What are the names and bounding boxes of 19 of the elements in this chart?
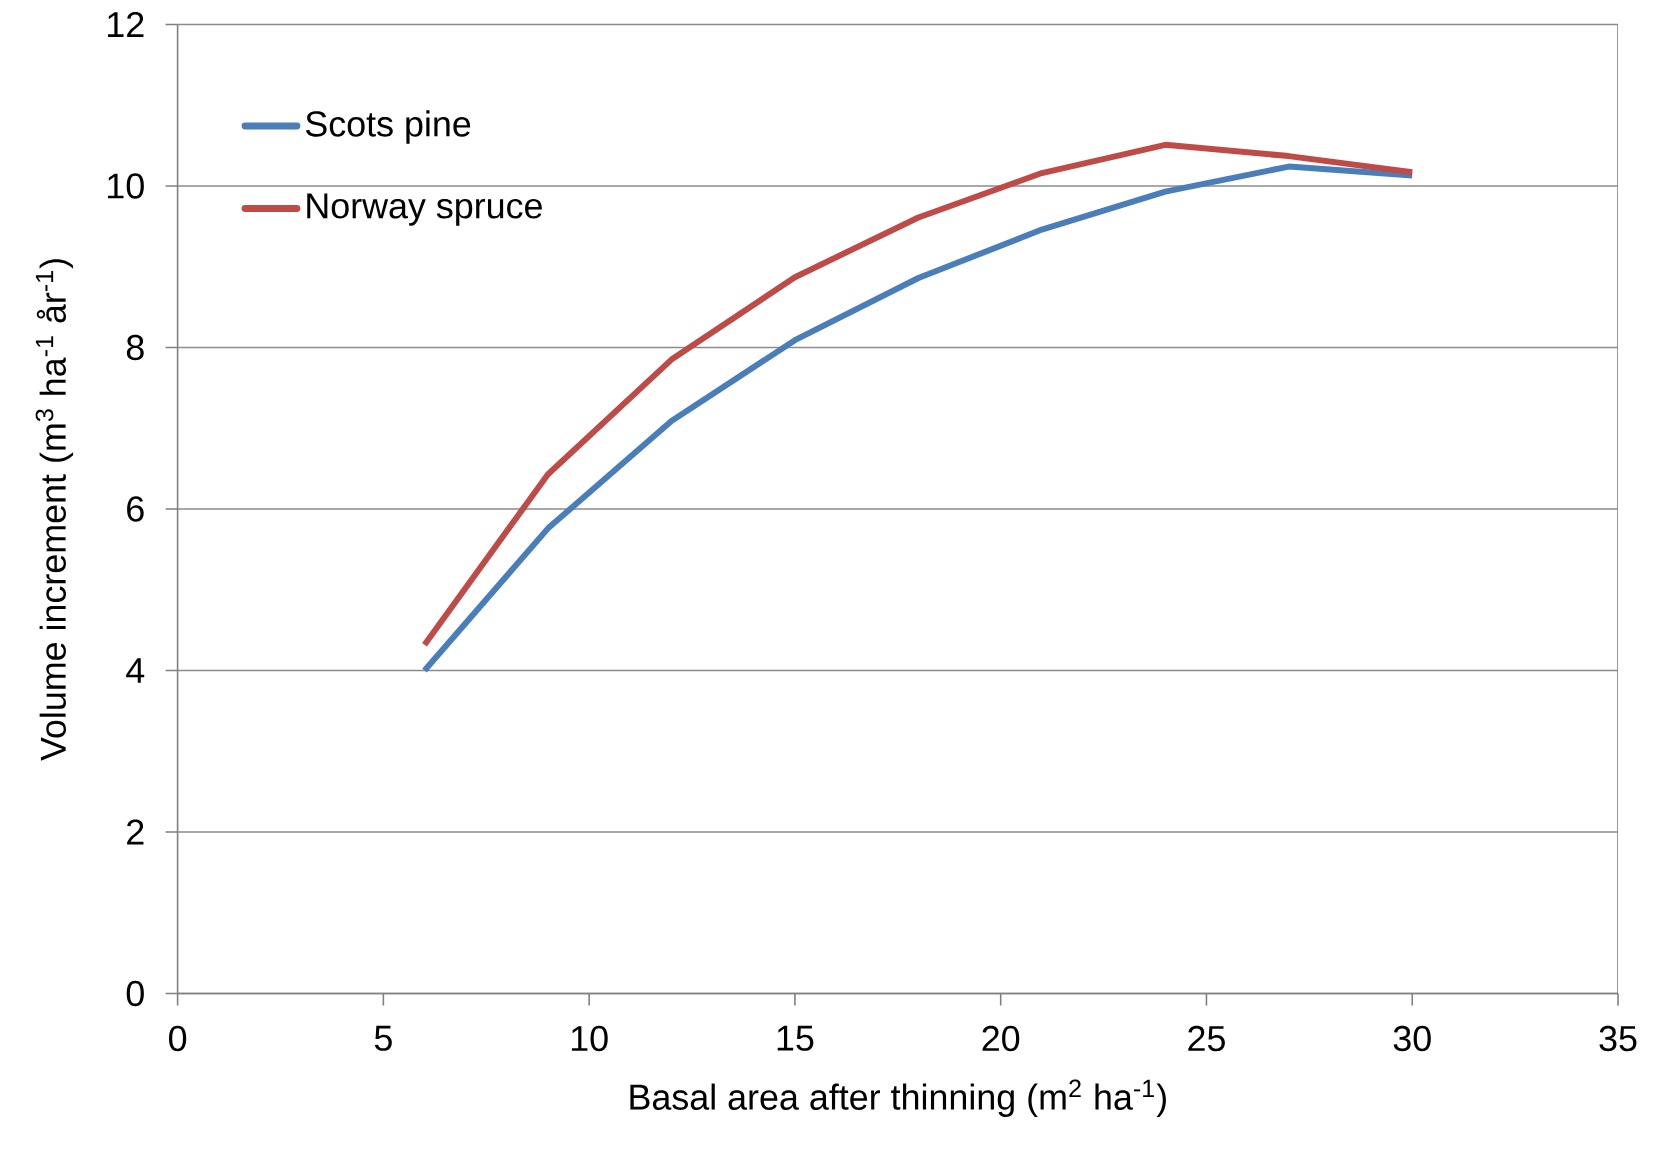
y-tick-label: 4	[126, 658, 145, 683]
y-tick-label: 2	[127, 819, 144, 845]
y-tick-label: 10	[108, 173, 144, 199]
x-tick-label: 15	[777, 1025, 814, 1051]
x-tick-label: 20	[982, 1025, 1020, 1052]
x-tick-label: 35	[1599, 1025, 1637, 1052]
x-tick-label: 0	[169, 1025, 187, 1052]
x-axis-title: Basal area after thinning (m$^{2}$ ha$^{-1}$)	[630, 1079, 1166, 1117]
legend-label: Scots pine	[305, 110, 471, 144]
y-tick-label: 8	[126, 334, 144, 361]
x-tick-label: 10	[571, 1025, 608, 1052]
y-tick-label: 12	[108, 11, 144, 37]
y-axis-title: Volume increment (m$^{3}$ ha$^{-1}$ år$^{-1}$)	[35, 259, 74, 761]
x-tick-label: 25	[1188, 1025, 1225, 1052]
y-tick-label: 0	[126, 980, 144, 1007]
legend-label: Norway spruce	[307, 193, 542, 226]
y-tick-label: 6	[127, 496, 144, 522]
x-tick-label: 30	[1393, 1025, 1431, 1052]
x-tick-label: 5	[374, 1025, 392, 1051]
